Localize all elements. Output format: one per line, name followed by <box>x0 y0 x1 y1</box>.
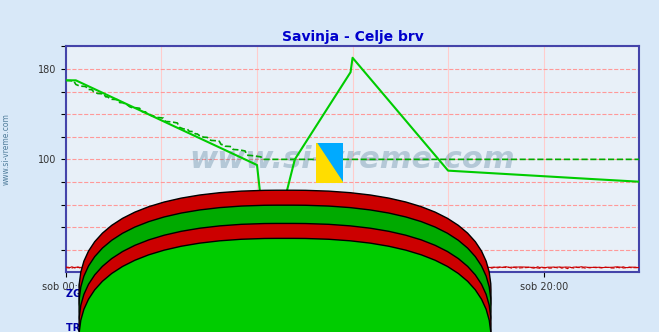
Text: www.si-vreme.com: www.si-vreme.com <box>190 145 515 174</box>
Title: Savinja - Celje brv: Savinja - Celje brv <box>281 30 424 44</box>
Polygon shape <box>316 143 343 183</box>
Text: temperatura[C]: temperatura[C] <box>303 325 380 332</box>
Bar <box>330 143 343 163</box>
Text: pretok[m3/s]: pretok[m3/s] <box>303 307 366 317</box>
Text: TRENUTNE VREDNOSTI (polna črta):: TRENUTNE VREDNOSTI (polna črta): <box>66 322 264 332</box>
Polygon shape <box>316 143 343 183</box>
Bar <box>316 143 330 183</box>
Text: www.si-vreme.com: www.si-vreme.com <box>2 114 11 185</box>
Bar <box>330 163 343 183</box>
Text: temperatura[C]: temperatura[C] <box>303 292 380 302</box>
Text: ZGODOVINSKE VREDNOSTI (črtkana črta):: ZGODOVINSKE VREDNOSTI (črtkana črta): <box>66 289 296 299</box>
